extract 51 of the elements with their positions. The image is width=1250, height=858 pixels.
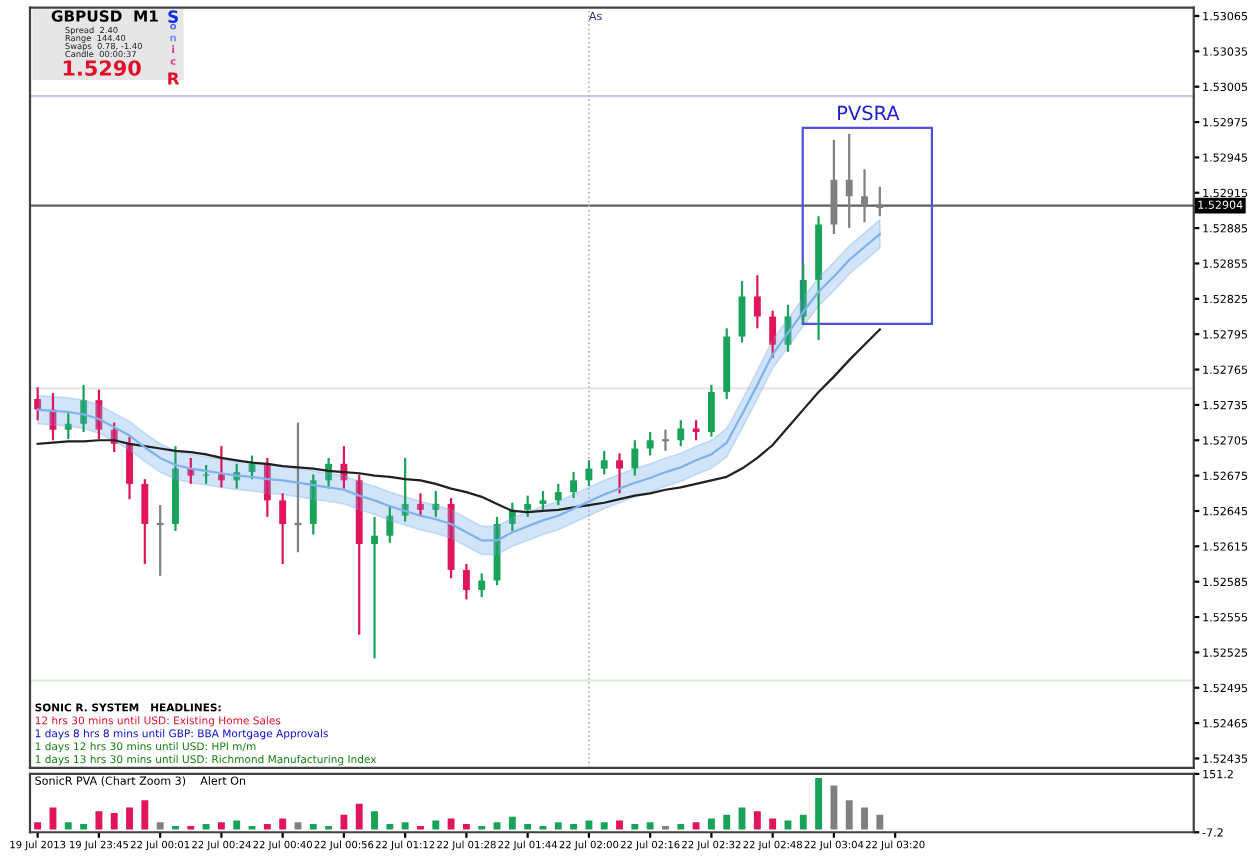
bar (799, 814, 807, 830)
bar (723, 814, 731, 830)
bar (707, 818, 715, 830)
candlestick (660, 428, 671, 452)
bar (677, 824, 685, 830)
bar (600, 822, 608, 830)
bar (830, 785, 838, 830)
bar (64, 822, 72, 830)
bar (861, 807, 868, 830)
bar (309, 824, 317, 830)
bar (95, 811, 103, 830)
bar (493, 822, 501, 830)
bar (432, 820, 440, 830)
bar (876, 814, 884, 830)
bar (585, 820, 593, 830)
bar (217, 822, 225, 830)
bar (508, 816, 516, 830)
bar (784, 820, 792, 830)
bar (294, 822, 302, 830)
bar (769, 818, 777, 830)
bar (355, 803, 363, 830)
bar (263, 824, 271, 830)
bar (34, 822, 42, 830)
bar (570, 824, 578, 830)
annotation: 1.5290 (63, 60, 141, 76)
bar (815, 778, 823, 830)
bar (692, 822, 700, 830)
bar (156, 822, 164, 830)
bar (233, 820, 241, 830)
candlestick (155, 503, 165, 577)
bar (110, 813, 118, 830)
bar (126, 807, 133, 830)
bar (401, 822, 409, 830)
bar (80, 824, 88, 830)
annotation: PVSRA (838, 105, 900, 121)
bar (279, 818, 287, 830)
bar (340, 814, 348, 830)
bar (845, 800, 853, 830)
bar (753, 811, 761, 830)
bar (386, 824, 394, 830)
bar (447, 818, 455, 830)
bar (616, 820, 623, 830)
bar (631, 824, 639, 830)
bar (141, 800, 149, 830)
bar (462, 824, 470, 830)
bar (554, 822, 562, 830)
bar (524, 824, 532, 830)
bar (646, 822, 654, 830)
candlestick (202, 463, 210, 485)
bar (202, 824, 210, 830)
bar (371, 811, 378, 830)
